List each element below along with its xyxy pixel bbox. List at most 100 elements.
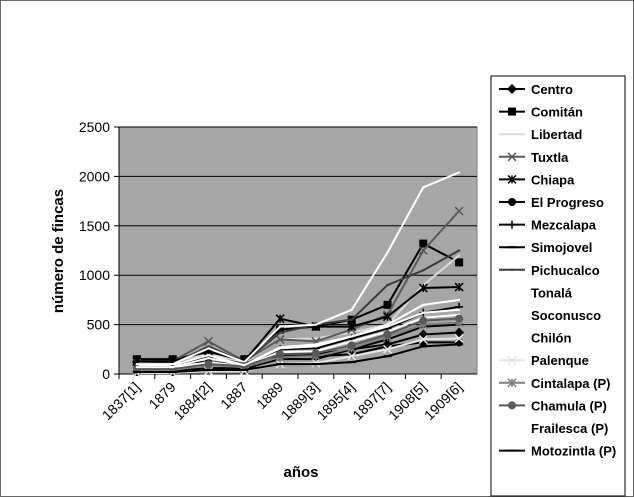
legend-label: Chiapa (531, 172, 575, 187)
x-axis-title: años (283, 464, 318, 481)
data-point (135, 366, 138, 369)
data-point (383, 300, 392, 309)
legend-label: Chamula (P) (531, 398, 607, 413)
data-point (382, 344, 393, 354)
data-point (458, 171, 461, 174)
data-point (383, 330, 392, 339)
data-point (508, 107, 516, 116)
data-point (135, 363, 138, 366)
data-point (386, 251, 389, 254)
series-line (136, 323, 460, 373)
data-point (350, 335, 353, 338)
data-point (458, 254, 461, 257)
data-point (422, 186, 425, 189)
data-point (454, 282, 464, 292)
plot-area (118, 126, 478, 375)
legend-label: Palenque (531, 353, 589, 368)
data-point (511, 314, 513, 316)
y-tick-label: 2000 (79, 168, 110, 184)
data-point (507, 84, 517, 94)
legend-label: Cintalapa (P) (531, 376, 610, 391)
legend-item: Tonalá (499, 285, 573, 300)
data-point (418, 334, 428, 344)
data-point (418, 283, 428, 293)
data-point (314, 345, 317, 348)
legend-item: Pichucalco (499, 263, 600, 278)
data-point (507, 152, 517, 162)
data-point (204, 360, 213, 369)
x-tick-label: 1837[1] (99, 379, 143, 423)
legend-box (490, 75, 626, 497)
y-tick-label: 1000 (79, 267, 110, 283)
data-point (507, 174, 517, 184)
data-point (511, 268, 513, 271)
x-tick-label: 1884[2] (170, 379, 214, 423)
legend-label: Libertad (531, 127, 582, 142)
data-point (279, 325, 282, 328)
y-tick-label: 0 (102, 366, 110, 382)
data-point (511, 336, 513, 339)
legend-item: Comitán (499, 105, 583, 120)
legend-item: Cintalapa (P) (499, 376, 610, 391)
data-point (276, 325, 285, 334)
data-point (275, 334, 285, 344)
series-line (136, 298, 460, 369)
data-point (279, 347, 282, 350)
data-point (350, 331, 353, 334)
series-line (136, 313, 460, 370)
data-point (203, 336, 214, 346)
y-axis-ticks: 0 500 1000 1500 2000 2500 (79, 119, 120, 382)
series-16 (132, 343, 464, 374)
legend-label: Tonalá (531, 285, 573, 300)
legend-item: El Progreso (499, 195, 604, 210)
legend-item: Simojovel (499, 240, 592, 255)
data-point (458, 308, 461, 311)
legend-label: Comitán (531, 105, 583, 120)
data-point (454, 206, 464, 216)
legend-item: Chamula (P) (499, 398, 607, 413)
legend-item: Centro (499, 82, 573, 97)
legend-item: Chilón (499, 331, 571, 346)
y-axis-title: número de fincas (50, 189, 67, 313)
data-point (311, 349, 320, 358)
legend: Centro Comitán Libertad Tuxtla Chiapa El Prog… (490, 75, 626, 497)
data-point (207, 345, 210, 348)
legend-label: Centro (531, 82, 573, 97)
data-point (507, 378, 517, 388)
data-point (422, 311, 425, 314)
data-point (171, 363, 174, 366)
data-point (508, 401, 516, 410)
data-point (458, 249, 461, 252)
y-tick-label: 1500 (79, 218, 110, 234)
data-point (455, 314, 464, 323)
series-lines (131, 171, 465, 378)
data-point (207, 354, 210, 357)
x-tick-label: 1909[6] (421, 379, 465, 423)
data-point (511, 133, 513, 136)
x-tick-label: 1897[7] (349, 379, 393, 423)
legend-label: Motozintla (P) (531, 444, 616, 459)
data-point (207, 347, 210, 350)
data-point (347, 322, 357, 332)
legend-label: Tuxtla (531, 150, 569, 165)
data-point (511, 291, 513, 294)
data-point (314, 343, 317, 346)
data-point (243, 364, 246, 367)
data-point (454, 333, 464, 343)
data-point (386, 284, 389, 287)
legend-item: Palenque (499, 353, 589, 368)
legend-label: Chilón (531, 331, 571, 346)
data-point (418, 245, 428, 256)
data-point (508, 198, 516, 206)
data-point (382, 312, 393, 322)
data-point (419, 316, 428, 325)
x-tick-label: 1887 (217, 379, 250, 412)
legend-item: Tuxtla (499, 150, 569, 165)
data-point (275, 314, 285, 324)
data-point (171, 366, 174, 369)
data-point (279, 331, 282, 334)
data-point (422, 303, 425, 306)
